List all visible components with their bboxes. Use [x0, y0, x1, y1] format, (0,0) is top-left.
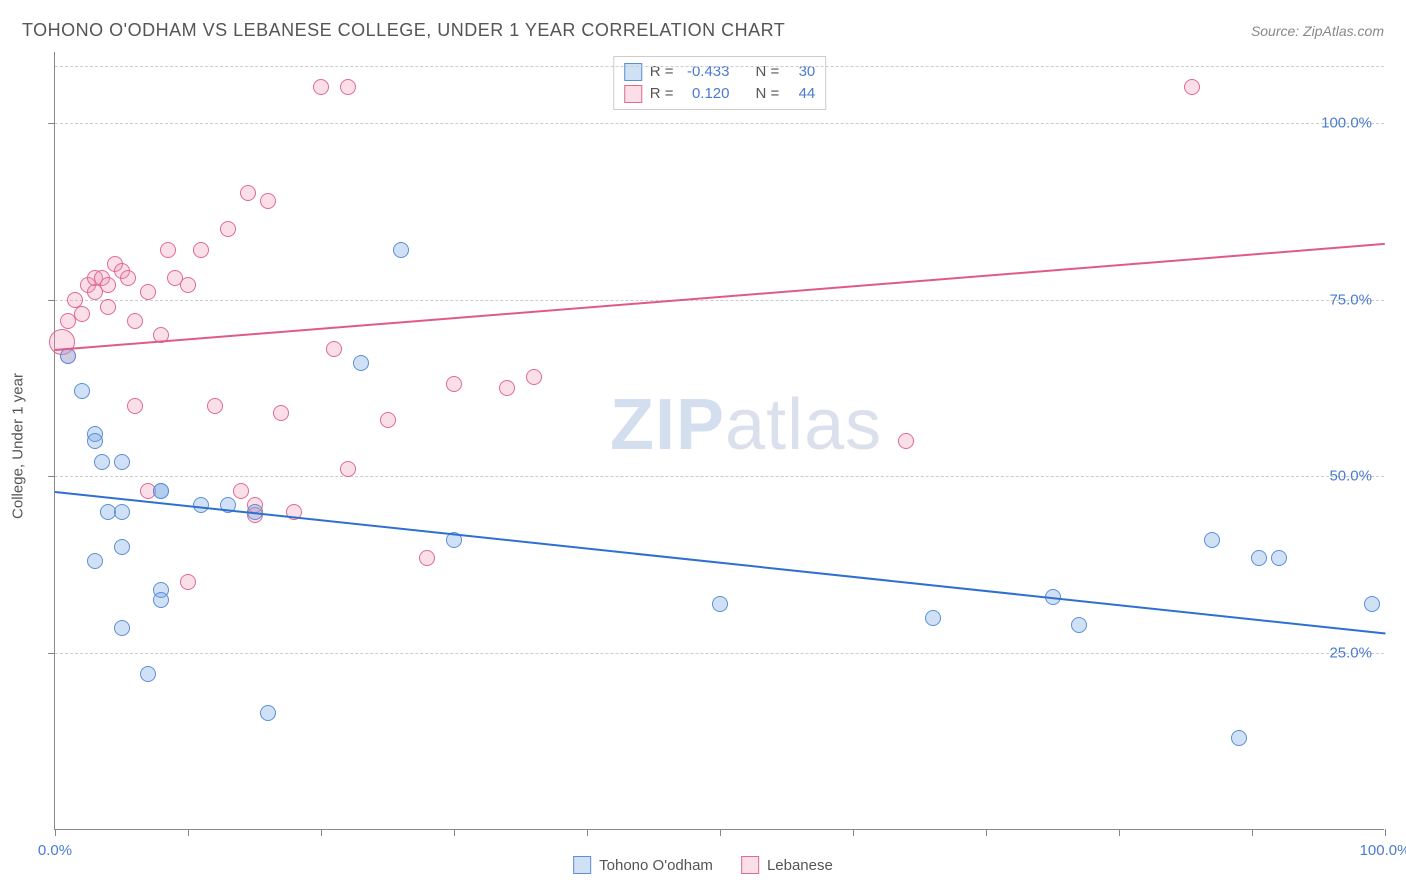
x-tick — [853, 829, 854, 836]
scatter-point-lebanese — [526, 369, 542, 385]
scatter-point-lebanese — [326, 341, 342, 357]
scatter-point-tohono — [140, 666, 156, 682]
x-tick-label: 0.0% — [38, 842, 72, 859]
scatter-point-lebanese — [446, 376, 462, 392]
scatter-point-tohono — [153, 483, 169, 499]
watermark: ZIPatlas — [610, 384, 882, 466]
y-tick-label: 100.0% — [1321, 114, 1372, 131]
legend-swatch — [573, 856, 591, 874]
scatter-point-tohono — [1251, 550, 1267, 566]
scatter-point-lebanese — [160, 242, 176, 258]
scatter-point-lebanese — [273, 405, 289, 421]
gridline — [55, 476, 1384, 477]
stats-legend: R =-0.433N =30R =0.120N =44 — [613, 56, 827, 110]
series-legend: Tohono O'odham Lebanese — [573, 856, 833, 874]
scatter-point-tohono — [1271, 550, 1287, 566]
scatter-point-lebanese — [127, 313, 143, 329]
scatter-point-lebanese — [340, 461, 356, 477]
y-tick — [48, 123, 55, 124]
scatter-point-lebanese — [1184, 79, 1200, 95]
y-tick — [48, 653, 55, 654]
scatter-point-lebanese — [207, 398, 223, 414]
x-tick — [1252, 829, 1253, 836]
scatter-point-lebanese — [180, 574, 196, 590]
scatter-point-tohono — [114, 620, 130, 636]
stats-legend-row: R =-0.433N =30 — [624, 61, 816, 83]
scatter-point-tohono — [712, 596, 728, 612]
y-tick — [48, 476, 55, 477]
scatter-point-lebanese — [74, 306, 90, 322]
scatter-point-lebanese — [499, 380, 515, 396]
scatter-point-tohono — [260, 705, 276, 721]
x-tick — [454, 829, 455, 836]
scatter-point-tohono — [1364, 596, 1380, 612]
trendline-lebanese — [55, 243, 1385, 351]
scatter-point-tohono — [114, 504, 130, 520]
scatter-point-tohono — [60, 348, 76, 364]
scatter-point-lebanese — [140, 284, 156, 300]
x-tick — [1385, 829, 1386, 836]
scatter-point-tohono — [1204, 532, 1220, 548]
scatter-point-lebanese — [100, 299, 116, 315]
x-tick — [55, 829, 56, 836]
scatter-point-lebanese — [240, 185, 256, 201]
y-tick-label: 75.0% — [1329, 291, 1372, 308]
scatter-point-tohono — [1231, 730, 1247, 746]
legend-item: Lebanese — [741, 856, 833, 874]
gridline — [55, 653, 1384, 654]
x-tick — [1119, 829, 1120, 836]
legend-item: Tohono O'odham — [573, 856, 713, 874]
legend-swatch — [741, 856, 759, 874]
scatter-point-tohono — [87, 433, 103, 449]
legend-swatch — [624, 85, 642, 103]
scatter-point-lebanese — [313, 79, 329, 95]
scatter-point-tohono — [94, 454, 110, 470]
scatter-point-tohono — [393, 242, 409, 258]
scatter-point-tohono — [925, 610, 941, 626]
scatter-point-tohono — [193, 497, 209, 513]
stats-legend-row: R =0.120N =44 — [624, 83, 816, 105]
x-tick — [720, 829, 721, 836]
chart-title: TOHONO O'ODHAM VS LEBANESE COLLEGE, UNDE… — [22, 20, 785, 41]
source-attribution: Source: ZipAtlas.com — [1251, 23, 1384, 39]
scatter-point-lebanese — [220, 221, 236, 237]
scatter-point-tohono — [353, 355, 369, 371]
y-tick — [48, 300, 55, 301]
scatter-point-tohono — [114, 539, 130, 555]
scatter-point-lebanese — [127, 398, 143, 414]
scatter-chart: ZIPatlas R =-0.433N =30R =0.120N =44 25.… — [54, 52, 1384, 830]
scatter-point-lebanese — [100, 277, 116, 293]
scatter-point-lebanese — [340, 79, 356, 95]
y-axis-title: College, Under 1 year — [10, 373, 27, 519]
scatter-point-lebanese — [419, 550, 435, 566]
scatter-point-lebanese — [260, 193, 276, 209]
scatter-point-lebanese — [193, 242, 209, 258]
y-tick-label: 50.0% — [1329, 468, 1372, 485]
scatter-point-tohono — [153, 592, 169, 608]
scatter-point-lebanese — [180, 277, 196, 293]
scatter-point-lebanese — [120, 270, 136, 286]
y-tick-label: 25.0% — [1329, 645, 1372, 662]
scatter-point-lebanese — [898, 433, 914, 449]
scatter-point-tohono — [74, 383, 90, 399]
legend-label: Tohono O'odham — [599, 857, 713, 874]
scatter-point-tohono — [114, 454, 130, 470]
gridline — [55, 123, 1384, 124]
scatter-point-tohono — [1071, 617, 1087, 633]
gridline — [55, 300, 1384, 301]
x-tick-label: 100.0% — [1360, 842, 1406, 859]
x-tick — [587, 829, 588, 836]
legend-label: Lebanese — [767, 857, 833, 874]
scatter-point-lebanese — [233, 483, 249, 499]
scatter-point-lebanese — [380, 412, 396, 428]
x-tick — [188, 829, 189, 836]
scatter-point-tohono — [87, 553, 103, 569]
x-tick — [986, 829, 987, 836]
trendline-tohono — [55, 491, 1385, 634]
x-tick — [321, 829, 322, 836]
